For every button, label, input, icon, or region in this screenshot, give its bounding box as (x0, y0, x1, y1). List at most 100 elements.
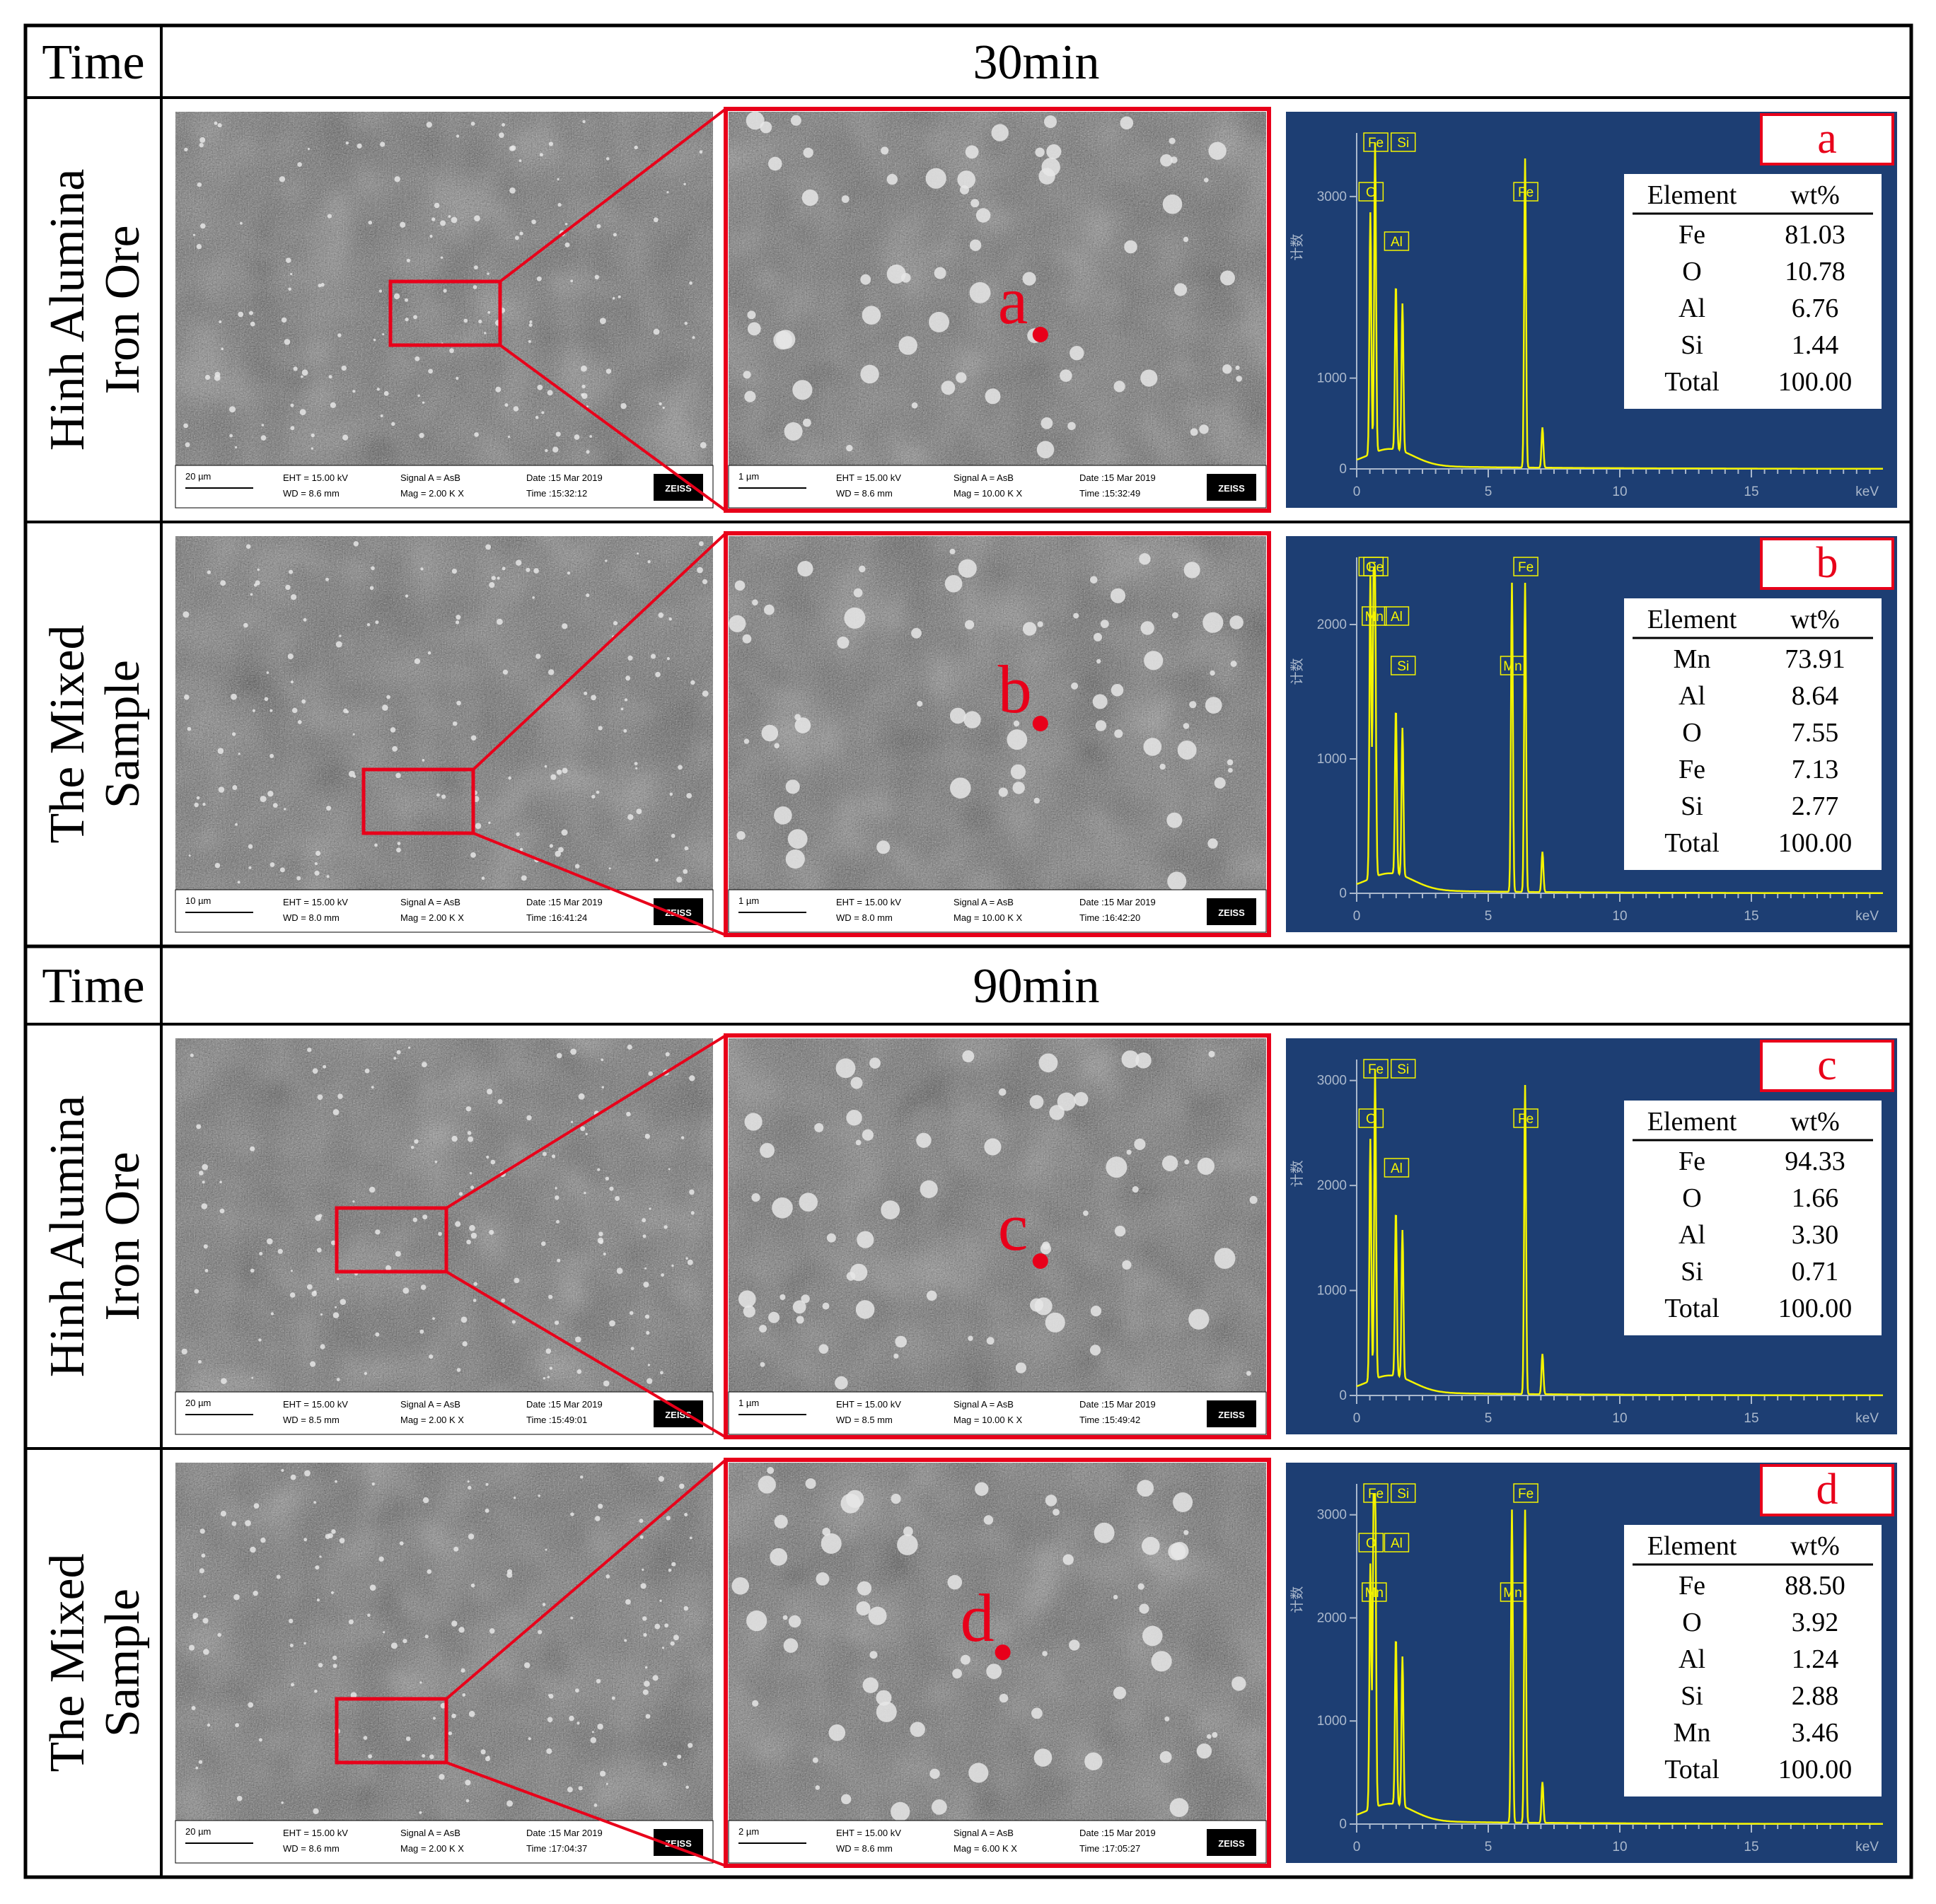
table-cell-element: Si (1681, 1257, 1703, 1287)
svg-text:Fe: Fe (1518, 560, 1534, 575)
table-cell-wt: 81.03 (1785, 220, 1845, 250)
x-tick-label: 5 (1485, 484, 1492, 499)
sem-info-bar (728, 1820, 1267, 1864)
svg-text:Fe: Fe (1368, 136, 1384, 151)
eht-readout: EHT = 15.00 kV (836, 1399, 901, 1410)
mag-readout: Mag = 2.00 K X (400, 488, 464, 499)
sem-image-low-mag: 20 µm EHT = 15.00 kV WD = 8.6 mm Signal A =… (175, 112, 714, 509)
svg-text:Al: Al (1391, 1161, 1403, 1176)
table-cell-wt: 100.00 (1778, 1755, 1853, 1784)
svg-text:Fe: Fe (1368, 1062, 1384, 1077)
time-header-label: Time (42, 35, 144, 90)
peak-label: Si (1390, 1059, 1416, 1079)
zeiss-logo (1207, 898, 1256, 925)
x-tick-label: 0 (1353, 909, 1361, 924)
signal-readout: Signal A = AsB (400, 897, 460, 907)
spectrum-line (1356, 1493, 1883, 1825)
date-readout: Date :15 Mar 2019 (526, 1399, 603, 1410)
table-head-element: Element (1647, 1107, 1737, 1137)
x-tick-label: 5 (1485, 909, 1492, 924)
zoom-connector (473, 832, 726, 936)
signal-readout: Signal A = AsB (400, 1828, 460, 1838)
eht-readout: EHT = 15.00 kV (283, 1399, 348, 1410)
scale-bar-label: 20 µm (185, 1398, 211, 1408)
y-tick-label: 2000 (1317, 617, 1347, 632)
eds-spectrum: 0 1000 2000 3000 0 5 10 15 keV 计数 Fe O Mn Si Al Mn Fe d El… (1286, 1463, 1897, 1863)
particle-layer (729, 548, 1244, 891)
table-cell-element: Al (1679, 681, 1705, 711)
scale-bar-label: 20 µm (185, 1826, 211, 1837)
zeiss-logo (654, 898, 703, 925)
y-tick-label: 1000 (1317, 752, 1347, 767)
sem-info-bar (175, 465, 714, 509)
peak-label: Fe (1513, 1108, 1538, 1128)
spot-label: c (998, 1189, 1028, 1265)
zoom-connector (499, 108, 727, 283)
peak-label: Al (1384, 231, 1410, 251)
y-tick-label: 3000 (1317, 190, 1347, 204)
y-tick-label: 1000 (1317, 371, 1347, 386)
table-cell-wt: 94.33 (1785, 1147, 1845, 1176)
wd-readout: WD = 8.5 mm (283, 1415, 340, 1425)
sem-info-bar (175, 1391, 714, 1435)
zeiss-logo-text: ZEISS (665, 483, 692, 494)
time-header-label: Time (42, 959, 144, 1014)
zoom-connector (446, 1761, 726, 1867)
scale-bar-label: 1 µm (738, 895, 759, 906)
zeiss-logo-text: ZEISS (1218, 907, 1245, 918)
date-readout: Date :15 Mar 2019 (1079, 1399, 1156, 1410)
table-cell-wt: 3.46 (1792, 1718, 1839, 1748)
mag-readout: Mag = 2.00 K X (400, 1415, 464, 1425)
peak-label: Si (1390, 1483, 1416, 1503)
wd-readout: WD = 8.6 mm (836, 1843, 893, 1854)
table-cell-element: Si (1681, 791, 1703, 821)
svg-text:Si: Si (1397, 1062, 1409, 1077)
x-tick-label: 0 (1353, 1840, 1361, 1854)
sem-image-low-mag: 20 µm EHT = 15.00 kV WD = 8.6 mm Signal A =… (175, 1463, 714, 1864)
time-readout: Time :16:42:20 (1079, 912, 1140, 923)
table-cell-element: O (1682, 1183, 1701, 1213)
zeiss-logo-text: ZEISS (1218, 483, 1245, 494)
table-cell-wt: 1.24 (1792, 1644, 1839, 1674)
peak-label: O (1358, 1533, 1384, 1552)
zoom-frame (724, 1033, 1271, 1439)
table-cell-element: Total (1664, 828, 1720, 858)
svg-text:Fe: Fe (1368, 560, 1384, 575)
table-head-wt: wt% (1790, 180, 1840, 210)
eht-readout: EHT = 15.00 kV (283, 897, 348, 907)
composition-table: Element wt% Fe 94.33 O 1.66 Al 3.30 Si 0.71 Total 1… (1624, 1101, 1882, 1335)
peak-label: Mn (1362, 1582, 1387, 1602)
table-cell-element: Al (1679, 1644, 1705, 1674)
table-cell-wt: 100.00 (1778, 828, 1853, 858)
table-cell-wt: 2.77 (1792, 791, 1839, 821)
table-head-wt: wt% (1790, 605, 1840, 634)
sem-info-bar (728, 1391, 1267, 1435)
sem-image-high-mag: 1 µm EHT = 15.00 kV WD = 8.6 mm Signal A = … (728, 111, 1267, 509)
wd-readout: WD = 8.6 mm (283, 488, 340, 499)
signal-readout: Signal A = AsB (953, 897, 1014, 907)
mag-readout: Mag = 6.00 K X (953, 1843, 1017, 1854)
svg-text:Si: Si (1397, 1487, 1409, 1502)
sample-label: The MixedSample (40, 625, 150, 843)
table-cell-element: O (1682, 1608, 1701, 1637)
x-tick-label: 15 (1744, 1840, 1758, 1854)
table-cell-element: O (1682, 718, 1701, 748)
peak-label: Mn (1500, 1582, 1526, 1602)
zoom-region-box (335, 1697, 448, 1765)
spectrum-tag: c (1817, 1041, 1837, 1089)
x-tick-label: 0 (1353, 1411, 1361, 1426)
x-unit-label: keV (1855, 909, 1879, 924)
wd-readout: WD = 8.5 mm (836, 1415, 893, 1425)
table-cell-element: Mn (1674, 1718, 1711, 1748)
spectrum-tag-box (1760, 538, 1894, 590)
table-cell-wt: 100.00 (1778, 367, 1853, 397)
spectrum-tag-box (1760, 113, 1894, 166)
sem-image-high-mag: 1 µm EHT = 15.00 kV WD = 8.0 mm Signal A = … (728, 536, 1267, 933)
eht-readout: EHT = 15.00 kV (836, 1828, 901, 1838)
spot-label: d (961, 1580, 995, 1656)
sem-texture-fine (175, 112, 713, 465)
spot-label: a (998, 262, 1028, 338)
y-unit-label: 计数 (1289, 1586, 1305, 1613)
date-readout: Date :15 Mar 2019 (526, 472, 603, 483)
eht-readout: EHT = 15.00 kV (283, 472, 348, 483)
